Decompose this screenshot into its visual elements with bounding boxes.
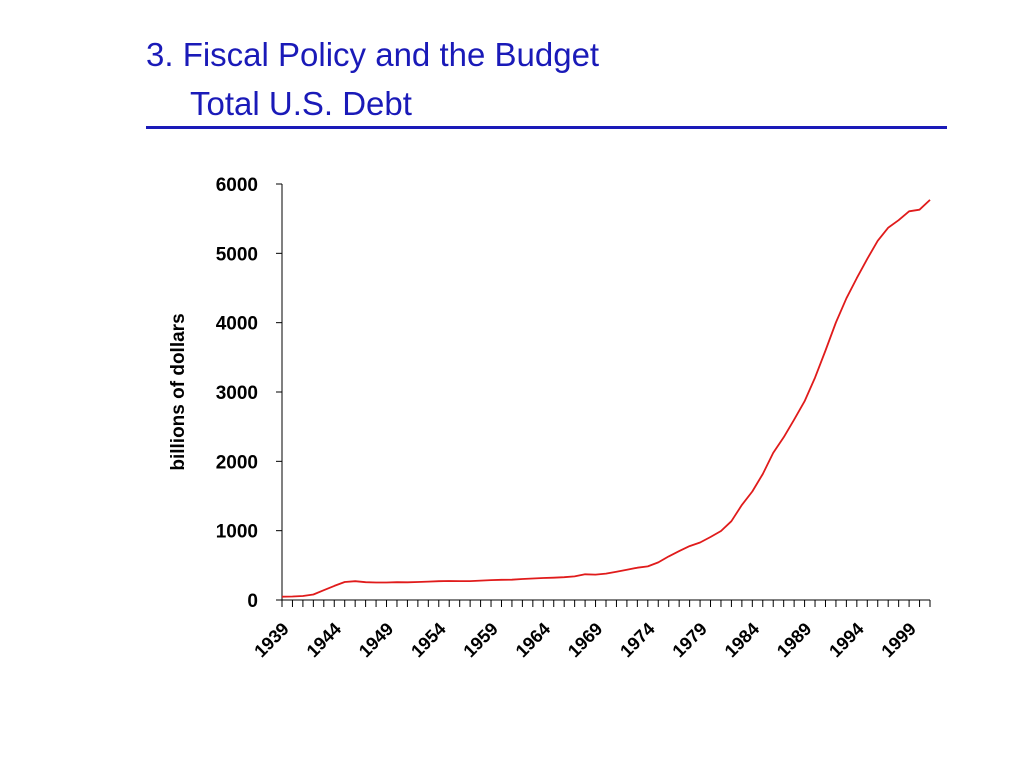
y-tick-label: 0 (247, 591, 258, 612)
series-group (281, 199, 931, 598)
x-tick-label: 1979 (668, 619, 710, 661)
y-axis: 0 1000 2000 3000 4000 5000 6000 (216, 175, 283, 612)
slide-title-line1: 3. Fiscal Policy and the Budget (146, 36, 600, 73)
x-axis: 1939 1944 1949 1954 1959 1964 1969 1974 1979 1984… (250, 599, 931, 661)
x-tick-label: 1949 (355, 619, 397, 661)
x-tick-label: 1964 (512, 619, 554, 661)
y-axis-label: billions of dollars (168, 313, 189, 470)
x-tick-label: 1999 (877, 619, 919, 661)
x-tick-label: 1969 (564, 619, 606, 661)
y-tick-label: 5000 (216, 244, 258, 265)
y-tick-label: 3000 (216, 383, 258, 404)
y-tick-label: 4000 (216, 314, 258, 335)
x-tick-label: 1944 (303, 619, 345, 661)
y-tick-label: 6000 (216, 175, 258, 196)
x-tick-label: 1994 (825, 619, 867, 661)
x-tick-label: 1954 (407, 619, 449, 661)
title-divider (146, 126, 947, 129)
slide-title-line2: Total U.S. Debt (190, 85, 412, 122)
slide-title: 3. Fiscal Policy and the Budget Total U.… (146, 30, 599, 128)
x-tick-label: 1959 (459, 619, 501, 661)
series-line-debt (281, 199, 931, 598)
x-tick-label: 1989 (773, 619, 815, 661)
y-tick-label: 2000 (216, 452, 258, 473)
x-tick-label: 1974 (616, 619, 658, 661)
y-tick-label: 1000 (216, 522, 258, 543)
x-tick-label: 1939 (250, 619, 292, 661)
x-tick-label: 1984 (721, 619, 763, 661)
